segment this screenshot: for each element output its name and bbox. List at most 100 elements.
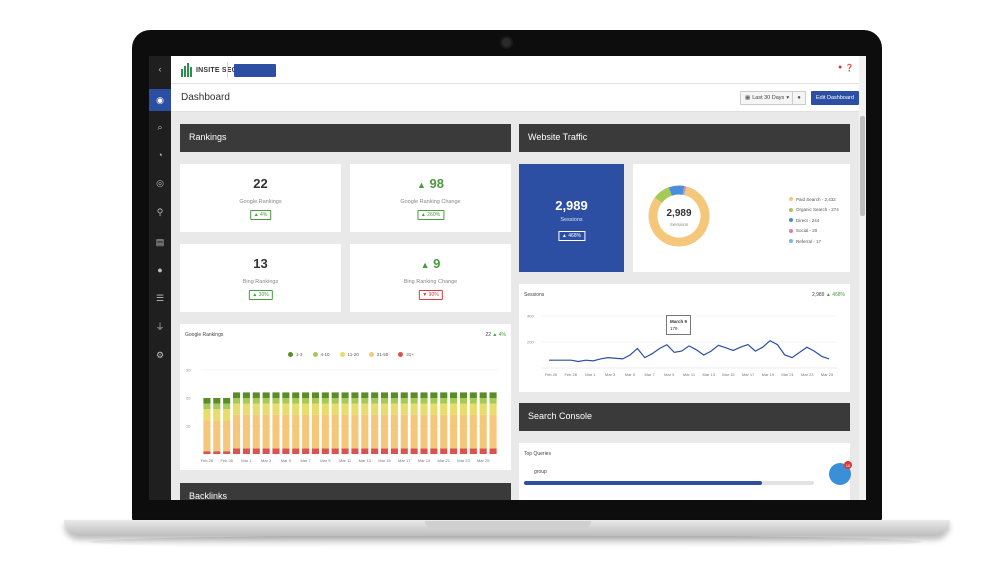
bar-segment [361,414,369,449]
x-tick-label: Mar 7 [300,458,311,463]
plug-icon[interactable]: ⏚ [155,321,165,332]
bar-segment [242,403,250,415]
bar-segment [479,403,487,415]
stat-label: Google Ranking Change [400,199,461,205]
bar-segment [489,392,497,398]
bar-segment [242,448,250,454]
bar-segment [440,403,448,415]
date-range-button[interactable]: ▦ Last 30 Days ▾ [740,91,795,105]
logo[interactable]: INSITE SEO [181,63,237,77]
legend-item[interactable]: 21-50 [368,352,388,357]
legend-dot [368,352,374,357]
x-tick-label: Feb 28 [564,372,577,377]
legend-label: 1-3 [296,352,303,357]
chat-badge: 10 [844,461,852,469]
bar-segment [302,398,310,404]
bar-segment [371,403,379,415]
bar-segment [371,398,379,404]
traffic-sources-legend: Paid Search - 2,432 Organic Search - 274 D… [789,194,839,247]
gear-icon[interactable]: ⚙ [155,349,165,360]
sessions-tile[interactable]: 2,989 Sessions ▲ 468% [519,164,624,272]
bar-segment [213,451,221,454]
dashboard-icon[interactable]: ◉ [149,89,171,111]
bar-segment [213,409,221,421]
legend-item[interactable]: Referral - 17 [789,236,839,247]
card-subtitle: Top Queries [524,451,551,457]
scrollbar[interactable] [859,56,866,500]
donut-center-value: 2,989 [666,208,692,219]
bar-segment [321,448,329,454]
donut-slice[interactable] [648,186,710,247]
app-screen: ‹ ◉ ⌕ ◔ ◎ ⚲ ▤ ● ☰ ⏚ ⚙ INSITE SEO ● ❓ Dashboard ▦ L… [149,56,866,500]
legend-item[interactable]: Paid Search - 2,432 [789,194,839,205]
legend-item[interactable]: 31+ [398,352,414,357]
bar-segment [341,398,349,404]
legend-item[interactable]: Direct - 244 [789,215,839,226]
search-icon[interactable]: ⌕ [157,121,163,132]
legend-item[interactable]: Social - 20 [789,226,839,237]
legend-label: Organic Search - 274 [796,207,839,213]
bing-ranking-change-tile[interactable]: ▲ 9 Bing Ranking Change ▼ 90% [350,244,511,312]
tooltip-value: 179 [670,326,678,331]
edit-dashboard-button[interactable]: Edit Dashboard [811,91,859,105]
bar-segment [311,398,320,404]
x-tick-label: Mar 25 [477,458,490,463]
bar-segment [223,420,231,452]
x-tick-label: Mar 25 [821,372,834,377]
bar-segment [242,398,250,404]
legend-item[interactable]: Organic Search - 274 [789,205,839,216]
x-tick-label: Mar 13 [702,372,715,377]
legend-dot [312,352,318,357]
bar-segment [430,392,438,398]
list-icon[interactable]: ☰ [155,292,165,303]
calendar-icon: ▦ [745,95,751,101]
donut-slice[interactable] [654,187,673,204]
x-tick-label: Mar 23 [801,372,814,377]
bar-segment [479,448,487,454]
bar-segment [272,392,280,398]
bing-rankings-tile[interactable]: 13 Bing Rankings ▲ 30% [180,244,341,312]
bar-segment [311,448,320,454]
target-icon[interactable]: ◎ [156,177,164,188]
user-button[interactable]: ● [792,91,806,105]
legend-item[interactable]: 4-10 [312,352,330,357]
google-rankings-tile[interactable]: 22 Google Rankings ▲ 4% [180,164,341,232]
laptop-shadow [90,535,922,549]
document-icon[interactable]: ▤ [155,236,165,247]
bar-segment [341,448,349,454]
donut-slice[interactable] [668,185,685,196]
divider [227,62,228,78]
stat-value: ▲ 9 [420,256,441,271]
x-tick-label: Mar 23 [457,458,470,463]
map-pin-icon[interactable]: ⚲ [156,206,164,217]
legend-dot [789,197,793,202]
bar-segment [282,392,290,398]
account-chip[interactable] [234,64,276,77]
bar-segment [331,448,339,454]
bar-segment [420,448,428,454]
chevron-left-icon[interactable]: ‹ [158,64,162,74]
stat-value: ▲ 98 [416,176,444,191]
bar-segment [272,414,280,449]
bell-icon[interactable]: ● [838,64,843,71]
pie-chart-icon[interactable]: ◔ [157,150,163,160]
query-label[interactable]: group [534,469,547,475]
bar-segment [361,398,369,404]
bar-segment [380,392,389,398]
x-tick-label: Mar 5 [625,372,636,377]
bar-segment [232,403,241,415]
x-tick-label: Mar 1 [241,458,252,463]
bar-segment [469,414,477,449]
scroll-thumb[interactable] [860,116,865,216]
change-badge: ▲ 260% [416,210,445,220]
change-badge: ▲ 4% [249,210,272,220]
google-ranking-change-tile[interactable]: ▲ 98 Google Ranking Change ▲ 260% [350,164,511,232]
y-tick-label: 10 [186,424,191,429]
help-icon[interactable]: ❓ [845,65,854,72]
legend-item[interactable]: 1-3 [288,352,303,357]
bar-segment [232,414,241,449]
user-icon[interactable]: ● [157,265,163,275]
bar-segment [252,414,260,449]
legend-item[interactable]: 11-20 [339,352,359,357]
legend-dot [789,218,793,223]
